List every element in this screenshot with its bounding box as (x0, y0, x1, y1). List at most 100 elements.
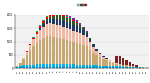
Bar (96, 55, 98, 65)
Bar (32, 39, 35, 46)
Bar (66, 64, 68, 68)
Bar (29, 44, 32, 45)
Bar (46, 17, 48, 19)
Bar (69, 64, 71, 68)
Bar (82, 28, 85, 30)
Bar (52, 64, 55, 68)
Bar (39, 64, 41, 68)
Bar (62, 21, 65, 27)
Bar (19, 63, 21, 66)
Bar (69, 29, 71, 41)
Bar (49, 15, 51, 17)
Bar (125, 60, 128, 65)
Bar (19, 66, 21, 68)
Bar (82, 27, 85, 28)
Bar (92, 53, 94, 65)
Bar (96, 49, 98, 51)
Bar (99, 66, 101, 68)
Bar (29, 50, 32, 65)
Bar (29, 65, 32, 68)
Bar (42, 21, 45, 23)
Bar (115, 63, 118, 64)
Bar (39, 40, 41, 64)
Bar (89, 39, 91, 42)
Bar (89, 38, 91, 39)
Bar (66, 28, 68, 40)
Bar (46, 36, 48, 64)
Bar (76, 20, 78, 22)
Bar (32, 38, 35, 39)
Bar (39, 25, 41, 26)
Bar (72, 18, 75, 20)
Bar (46, 16, 48, 17)
Bar (85, 37, 88, 46)
Bar (89, 65, 91, 68)
Bar (39, 26, 41, 28)
Bar (62, 15, 65, 16)
Bar (59, 13, 61, 14)
Bar (36, 31, 38, 32)
Bar (85, 65, 88, 68)
Bar (125, 65, 128, 67)
Bar (36, 64, 38, 68)
Bar (62, 16, 65, 21)
Bar (96, 51, 98, 55)
Bar (109, 60, 111, 62)
Bar (56, 14, 58, 15)
Bar (49, 64, 51, 68)
Bar (102, 56, 105, 57)
Bar (59, 20, 61, 25)
Bar (46, 64, 48, 68)
Bar (56, 24, 58, 38)
Bar (125, 67, 128, 68)
Bar (119, 66, 121, 68)
Bar (79, 28, 81, 33)
Bar (56, 19, 58, 24)
Bar (26, 65, 28, 68)
Bar (135, 67, 138, 68)
Bar (42, 27, 45, 38)
Bar (56, 64, 58, 68)
Bar (129, 62, 131, 66)
Bar (62, 14, 65, 15)
Bar (135, 65, 138, 67)
Bar (122, 58, 124, 65)
Bar (105, 58, 108, 59)
Bar (102, 57, 105, 59)
Bar (36, 32, 38, 34)
Bar (85, 31, 88, 32)
Bar (59, 38, 61, 64)
Bar (52, 14, 55, 16)
Bar (22, 59, 25, 65)
Bar (82, 45, 85, 65)
Bar (59, 15, 61, 20)
Bar (52, 13, 55, 14)
Bar (89, 50, 91, 65)
Bar (62, 64, 65, 68)
Bar (79, 65, 81, 68)
Legend: , , , , , , , , : , , , , , , , , (77, 4, 86, 5)
Bar (72, 42, 75, 64)
Bar (76, 26, 78, 32)
Bar (132, 64, 134, 66)
Bar (62, 39, 65, 64)
Bar (56, 13, 58, 14)
Bar (66, 40, 68, 64)
Bar (85, 32, 88, 33)
Bar (26, 52, 28, 55)
Bar (49, 17, 51, 19)
Bar (32, 46, 35, 65)
Bar (142, 67, 144, 68)
Bar (32, 37, 35, 38)
Bar (36, 43, 38, 64)
Bar (66, 18, 68, 22)
Bar (82, 35, 85, 45)
Bar (49, 23, 51, 36)
Bar (96, 65, 98, 68)
Bar (115, 66, 118, 68)
Bar (76, 22, 78, 23)
Bar (112, 66, 114, 68)
Bar (16, 67, 18, 68)
Bar (46, 24, 48, 36)
Bar (102, 66, 105, 68)
